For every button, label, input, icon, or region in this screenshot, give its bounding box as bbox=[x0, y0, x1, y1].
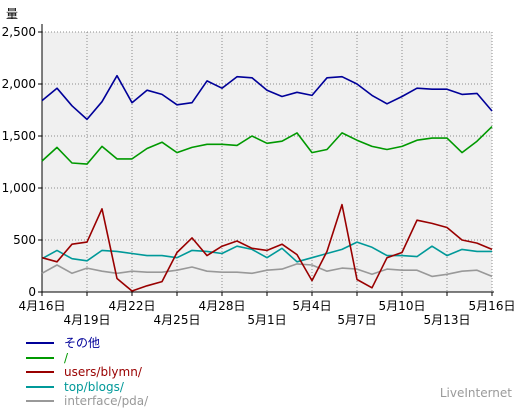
legend-item: users/blymn/ bbox=[26, 365, 148, 380]
y-tick-label: 2,500 bbox=[2, 25, 36, 39]
y-tick-label: 1,000 bbox=[2, 181, 36, 195]
legend-item: interface/pda/ bbox=[26, 394, 148, 409]
x-tick-label: 5月1日 bbox=[247, 313, 286, 327]
legend-item: その他 bbox=[26, 336, 148, 351]
x-tick-label: 4月28日 bbox=[199, 299, 246, 313]
series-line bbox=[41, 241, 492, 263]
legend-swatch bbox=[26, 385, 54, 388]
series-line bbox=[41, 126, 493, 165]
legend-item: top/blogs/ bbox=[26, 380, 148, 395]
legend: その他 / users/blymn/top/blogs/interface/pda/ bbox=[26, 336, 148, 409]
legend-label: interface/pda/ bbox=[64, 394, 149, 408]
x-tick-label: 4月16日 bbox=[19, 299, 66, 313]
legend-swatch bbox=[26, 371, 54, 374]
x-tick-label: 4月19日 bbox=[64, 313, 111, 327]
series-line bbox=[41, 263, 493, 278]
x-tick-label: 5月13日 bbox=[424, 313, 471, 327]
legend-swatch bbox=[26, 356, 54, 359]
legend-item: / bbox=[26, 351, 148, 366]
y-tick-label: 500 bbox=[13, 233, 36, 247]
y-axis-label: 量 bbox=[6, 7, 18, 21]
brand-text: LiveInternet bbox=[439, 386, 512, 400]
x-tick-label: 5月16日 bbox=[469, 299, 516, 313]
x-tick-label: 4月22日 bbox=[109, 299, 156, 313]
legend-label: その他 bbox=[64, 336, 101, 350]
legend-swatch bbox=[26, 342, 54, 345]
legend-label: / bbox=[64, 350, 69, 365]
x-tick-label: 5月4日 bbox=[292, 299, 331, 313]
legend-swatch bbox=[26, 400, 54, 403]
legend-label: users/blymn/ bbox=[64, 365, 142, 379]
x-tick-label: 4月25日 bbox=[154, 313, 201, 327]
x-tick-label: 5月10日 bbox=[379, 299, 426, 313]
x-tick-label: 5月7日 bbox=[337, 313, 376, 327]
series-line bbox=[41, 74, 493, 121]
series-line bbox=[41, 203, 493, 292]
y-tick-label: 1,500 bbox=[2, 129, 36, 143]
y-tick-label: 0 bbox=[28, 285, 36, 299]
legend-label: top/blogs/ bbox=[64, 379, 124, 394]
y-tick-label: 2,000 bbox=[2, 77, 36, 91]
